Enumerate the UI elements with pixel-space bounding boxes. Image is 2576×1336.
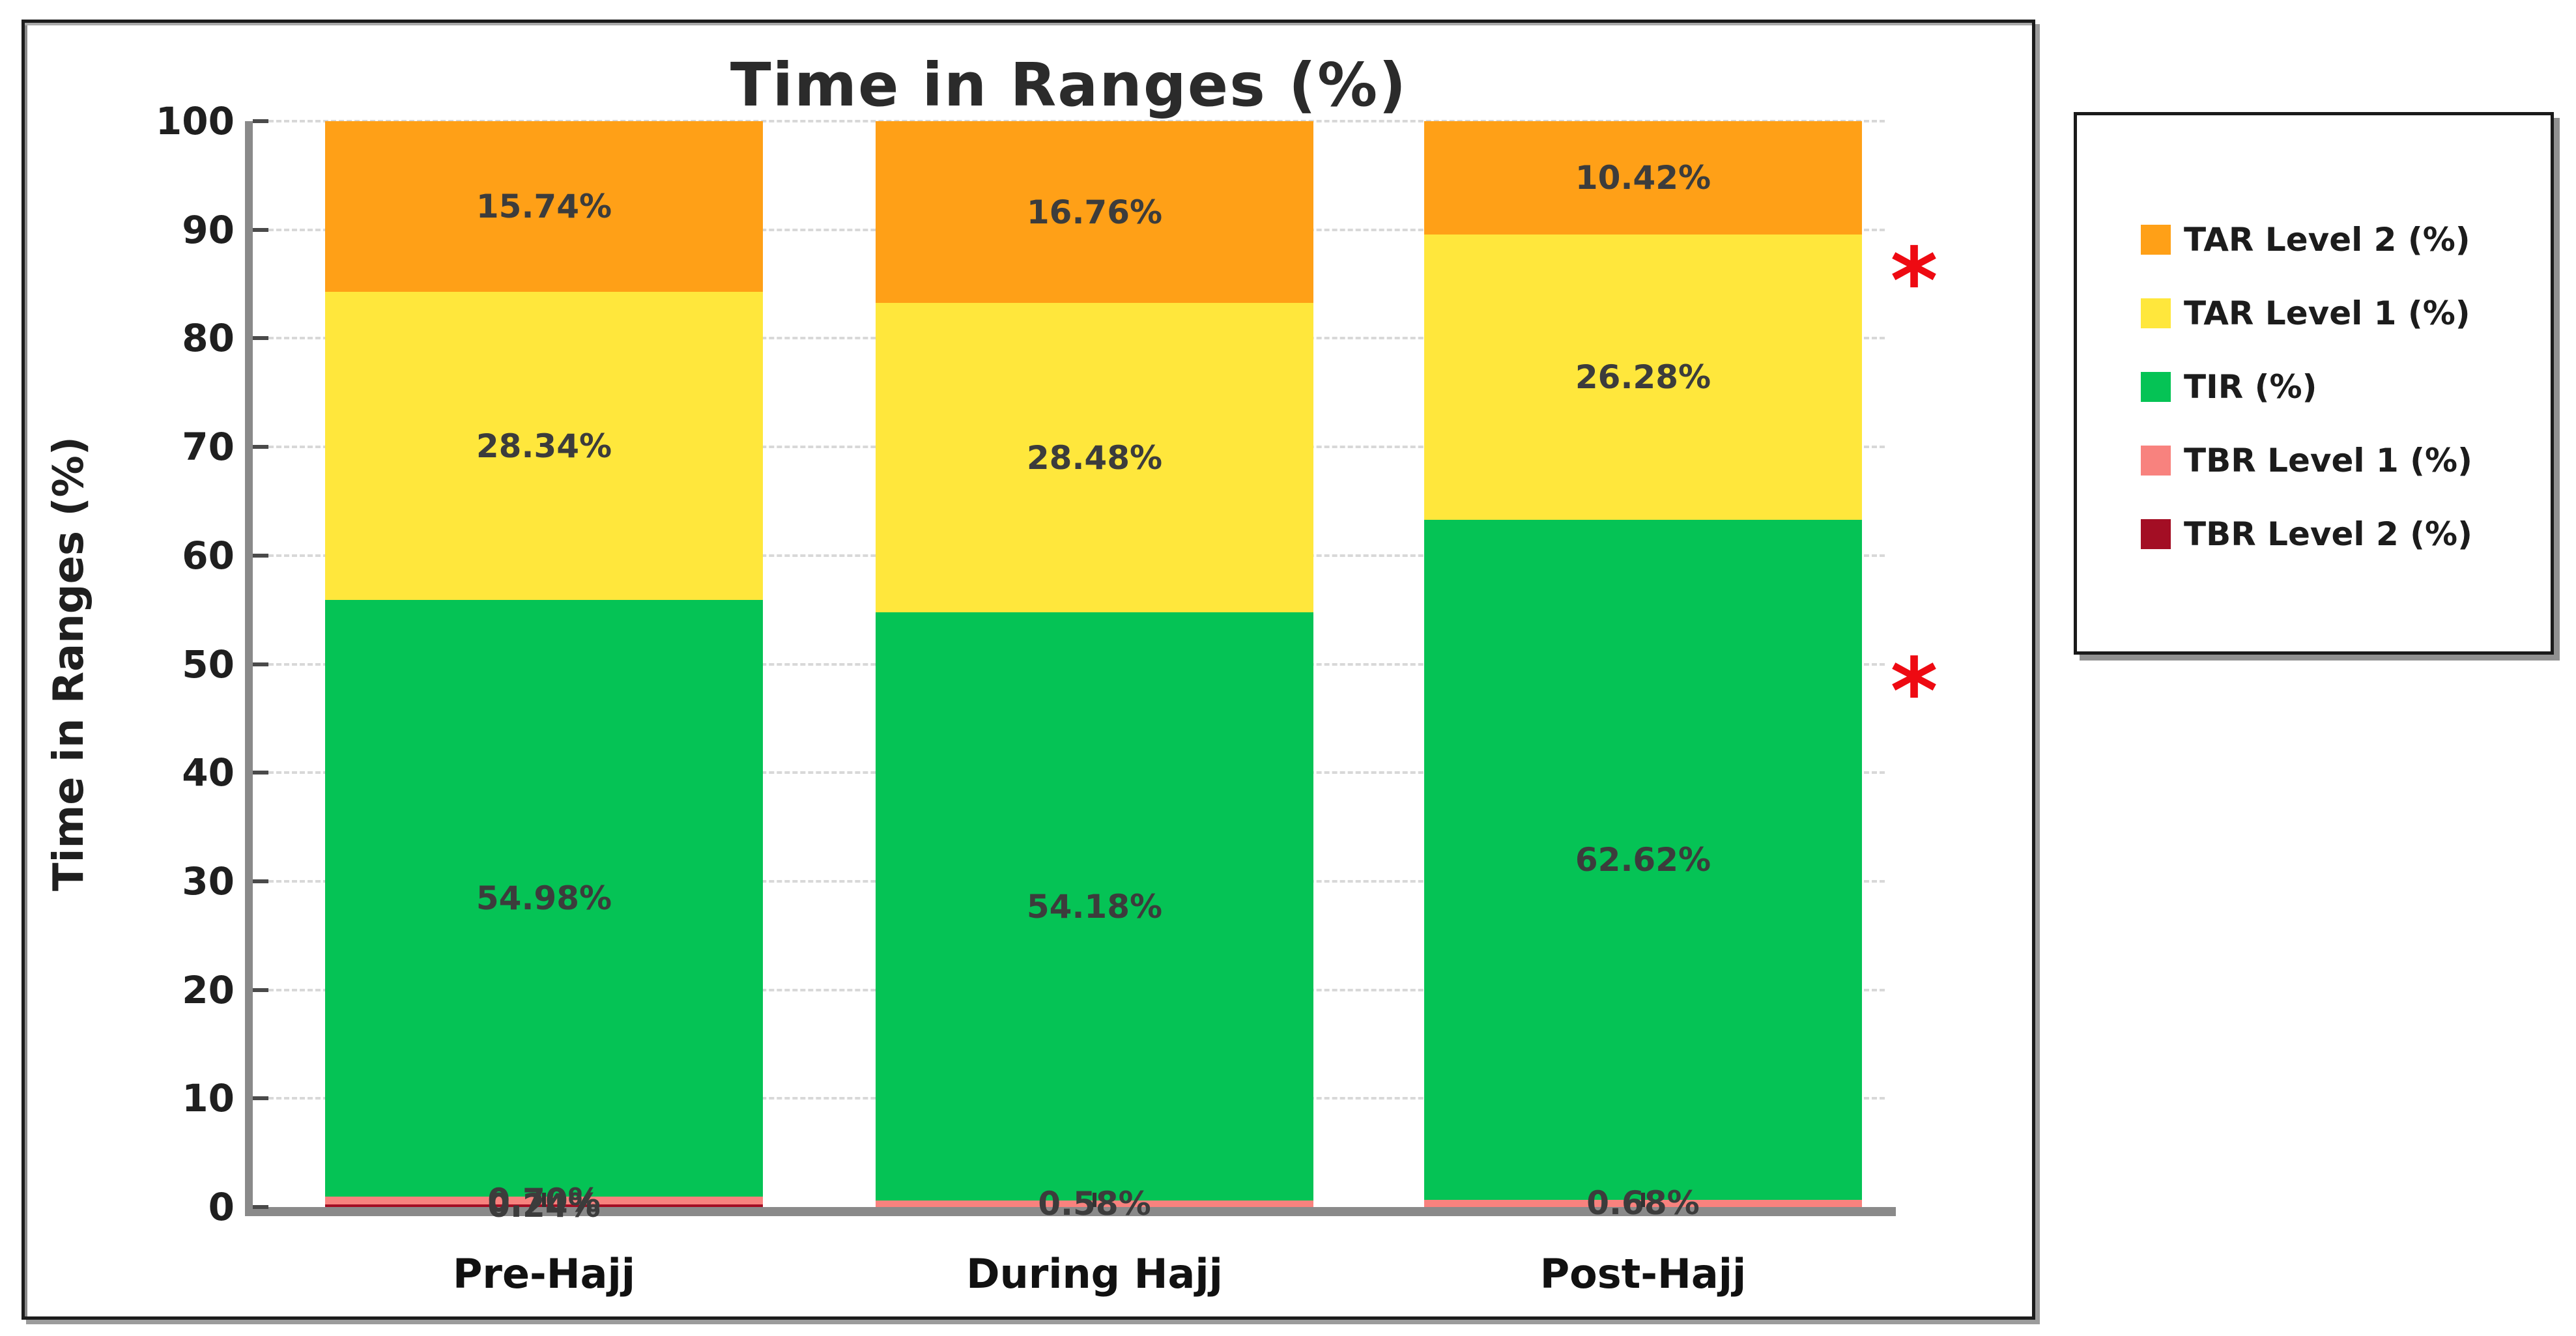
y-tick-label: 20 — [182, 967, 235, 1012]
y-tick — [253, 336, 268, 341]
y-tick — [253, 1096, 268, 1101]
x-category-label: During Hajj — [966, 1250, 1223, 1298]
bar-value-label: 62.62% — [1575, 840, 1711, 879]
stacked-bar: 0.68%62.62%26.28%10.42% — [1424, 121, 1862, 1220]
bar-segment — [876, 612, 1313, 1201]
y-tick-label: 80 — [182, 316, 235, 361]
x-tick — [1641, 1193, 1645, 1207]
x-category-label: Pre-Hajj — [452, 1250, 636, 1298]
bar-value-label: 26.28% — [1575, 358, 1711, 396]
bar-segment — [1424, 519, 1862, 1200]
chart-figure-border: Time in Ranges (%) Time in Ranges (%) 0.… — [21, 20, 2035, 1320]
y-axis-label: Time in Ranges (%) — [45, 436, 93, 891]
legend-item: TBR Level 1 (%) — [2141, 442, 2551, 479]
y-tick — [253, 445, 268, 449]
legend-item-label: TBR Level 1 (%) — [2184, 442, 2472, 479]
legend-box: TAR Level 2 (%) TAR Level 1 (%) TIR (%) TBR… — [2074, 112, 2554, 655]
y-tick — [253, 1205, 268, 1209]
y-tick-label: 70 — [182, 425, 235, 470]
x-tick — [542, 1193, 546, 1207]
bar-segment — [1424, 234, 1862, 520]
y-tick-label: 0 — [208, 1185, 235, 1229]
gridline — [253, 120, 1885, 122]
y-tick — [253, 988, 268, 992]
y-tick — [253, 227, 268, 232]
bar-value-label: 10.42% — [1575, 158, 1711, 197]
legend-swatch — [2141, 519, 2171, 549]
x-axis-spine — [245, 1207, 1896, 1216]
legend-swatch — [2141, 372, 2171, 402]
legend-swatch — [2141, 298, 2171, 328]
significance-asterisk: * — [1890, 229, 1938, 335]
bar-value-label: 28.48% — [1026, 438, 1163, 477]
legend-item: TIR (%) — [2141, 368, 2551, 406]
y-tick-label: 90 — [182, 207, 235, 252]
bar-segment — [1424, 121, 1862, 235]
bar-value-label: 16.76% — [1026, 193, 1163, 231]
bar-segment — [876, 121, 1313, 304]
ticks-layer: 0 10 20 30 40 50 60 70 80 90 100 — [156, 102, 1885, 1226]
y-axis-spine — [245, 121, 253, 1216]
legend-rows: TAR Level 2 (%) TAR Level 1 (%) TIR (%) TBR… — [2077, 115, 2551, 553]
y-tick — [253, 879, 268, 883]
legend-item-label: TAR Level 2 (%) — [2184, 221, 2470, 259]
y-tick-label: 30 — [182, 859, 235, 903]
bar-value-label: 15.74% — [476, 188, 612, 226]
legend-item: TAR Level 2 (%) — [2141, 221, 2551, 259]
bar-segment — [876, 303, 1313, 613]
y-tick — [253, 553, 268, 558]
legend-item: TBR Level 2 (%) — [2141, 515, 2551, 553]
y-tick-label: 100 — [155, 99, 235, 143]
legend-item-label: TIR (%) — [2184, 368, 2317, 406]
bar-segment — [325, 292, 763, 600]
bar-value-label: 54.98% — [476, 879, 612, 918]
bar-segment — [325, 121, 763, 292]
chart-title: Time in Ranges (%) — [730, 50, 1408, 120]
bar-value-label: 28.34% — [476, 427, 612, 465]
legend-swatch — [2141, 446, 2171, 476]
legend-item-label: TAR Level 1 (%) — [2184, 294, 2470, 332]
y-tick-label: 50 — [182, 642, 235, 687]
bar-value-label: 54.18% — [1026, 887, 1163, 926]
bars-layer: 0.24%0.70%54.98%28.34%15.74%0.58%54.18%2… — [253, 121, 1885, 1223]
stacked-bar: 0.58%54.18%28.48%16.76% — [876, 121, 1313, 1221]
bar-segment — [325, 599, 763, 1197]
y-tick — [253, 662, 268, 666]
legend-item: TAR Level 1 (%) — [2141, 294, 2551, 332]
y-tick — [253, 119, 268, 123]
legend-swatch — [2141, 225, 2171, 255]
y-tick-label: 10 — [182, 1076, 235, 1121]
y-tick — [253, 771, 268, 775]
plot-area: 0.24%0.70%54.98%28.34%15.74%0.58%54.18%2… — [156, 102, 1896, 1226]
stacked-bar: 0.24%0.70%54.98%28.34%15.74% — [325, 121, 763, 1223]
y-tick-label: 60 — [182, 533, 235, 578]
legend-item-label: TBR Level 2 (%) — [2184, 515, 2472, 553]
y-tick-label: 40 — [182, 750, 235, 795]
x-category-label: Post-Hajj — [1539, 1250, 1747, 1298]
x-tick — [1093, 1193, 1096, 1207]
significance-asterisk: * — [1890, 639, 1938, 746]
